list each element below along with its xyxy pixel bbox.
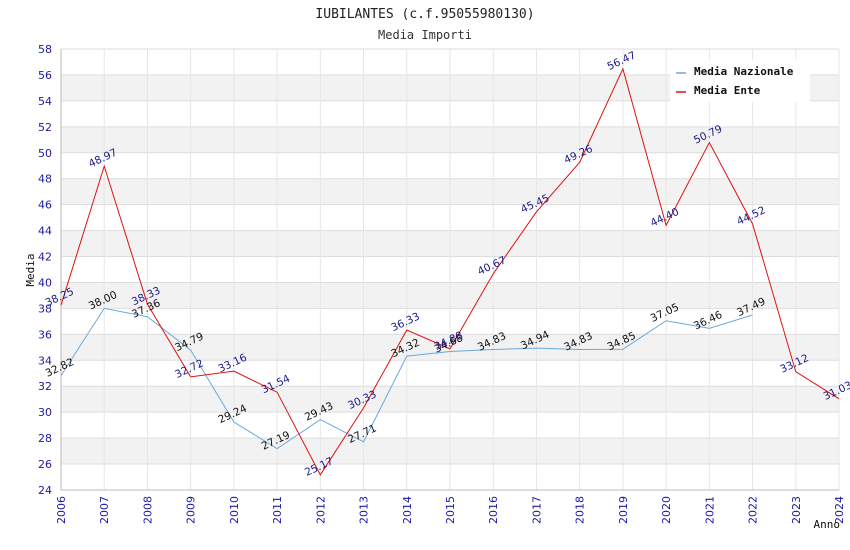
data-label: 44.40 — [649, 206, 681, 230]
x-tick-label: 2012 — [314, 496, 327, 524]
x-tick-label: 2016 — [487, 496, 500, 524]
x-tick-label: 2006 — [55, 496, 68, 524]
y-tick-label: 46 — [38, 199, 52, 212]
y-tick-label: 28 — [38, 432, 52, 445]
chart-title: IUBILANTES (c.f.95055980130) — [315, 7, 534, 22]
x-tick-label: 2010 — [228, 496, 241, 524]
legend-label-ente: Media Ente — [694, 84, 761, 97]
y-tick-label: 56 — [38, 69, 52, 82]
x-tick-label: 2011 — [271, 496, 284, 524]
axes — [60, 49, 839, 491]
y-tick-label: 48 — [38, 173, 52, 186]
y-tick-label: 52 — [38, 121, 52, 134]
x-tick-label: 2013 — [358, 496, 371, 524]
y-tick-label: 44 — [38, 225, 52, 238]
y-axis-label: Media — [24, 253, 37, 286]
y-tick-label: 34 — [38, 354, 52, 367]
x-tick-labels: 2006 2007 2008 2009 2010 2011 2012 2013 2014 2015… — [55, 496, 846, 524]
x-tick-label: 2024 — [833, 496, 846, 524]
x-tick-label: 2021 — [703, 496, 716, 524]
legend-box — [670, 60, 810, 102]
x-tick-label: 2023 — [790, 496, 803, 524]
legend-label-nazionale: Media Nazionale — [694, 65, 794, 78]
y-tick-label: 26 — [38, 458, 52, 471]
series-line-nazionale — [60, 307, 753, 450]
series-lines — [60, 67, 840, 476]
x-tick-label: 2019 — [617, 496, 630, 524]
y-tick-label: 30 — [38, 406, 52, 419]
y-tick-label: 50 — [38, 147, 52, 160]
y-tick-label: 40 — [38, 276, 52, 289]
data-label: 36.33 — [389, 311, 421, 335]
x-tick-label: 2015 — [444, 496, 457, 524]
y-tick-label: 38 — [38, 302, 52, 315]
x-tick-label: 2020 — [660, 496, 673, 524]
x-tick-label: 2018 — [574, 496, 587, 524]
y-tick-label: 32 — [38, 380, 52, 393]
data-label: 36.46 — [692, 309, 725, 333]
y-tick-label: 54 — [38, 95, 52, 108]
x-tick-label: 2009 — [185, 496, 198, 524]
legend: Media Nazionale Media Ente — [670, 60, 810, 102]
x-tick-label: 2007 — [98, 496, 111, 524]
data-label: 32.72 — [173, 357, 205, 381]
data-label: 56.47 — [605, 49, 637, 73]
data-label: 40.67 — [476, 254, 508, 278]
gridlines — [60, 48, 840, 491]
y-tick-label: 24 — [38, 484, 52, 497]
x-tick-label: 2008 — [141, 496, 154, 524]
chart-subtitle: Media Importi — [378, 28, 472, 42]
y-tick-label: 58 — [38, 43, 52, 56]
x-tick-label: 2022 — [747, 496, 760, 524]
x-tick-label: 2014 — [401, 496, 414, 524]
y-tick-label: 36 — [38, 328, 52, 341]
y-tick-labels: 24 26 28 30 32 34 36 38 40 42 44 46 48 50 52 54 56 58 — [38, 43, 52, 497]
x-tick-label: 2017 — [530, 496, 543, 524]
y-tick-label: 42 — [38, 251, 52, 264]
x-axis-label: Anno — [814, 518, 841, 531]
data-label: 44.52 — [735, 204, 767, 228]
series-line-ente — [60, 67, 840, 476]
